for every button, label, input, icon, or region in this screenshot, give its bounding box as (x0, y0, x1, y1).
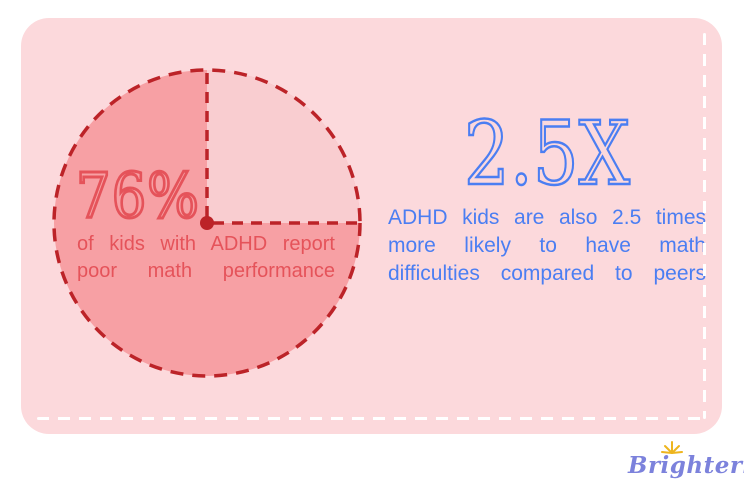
stat-76-description: of kids with ADHD report poor math perfo… (77, 233, 335, 282)
card: 76% of kids with ADHD report poor math p… (21, 18, 722, 434)
pie-center-dot (200, 216, 214, 230)
pie-chart (52, 68, 362, 378)
stat-25x-value: 2.5X (463, 102, 631, 205)
card-inner-dashed-line-bottom (37, 417, 705, 420)
card-inner-dashed-line-right (703, 33, 706, 419)
stat-25x-description: ADHD kids are also 2.5 times more likely… (388, 206, 706, 285)
brand-logo: Brighterly (628, 441, 744, 479)
brand-name: Brighterly (628, 452, 744, 479)
sun-icon (661, 441, 683, 454)
stat-76-value: 76% (75, 159, 201, 232)
pie-slice-minor (207, 70, 360, 223)
pie-dashed-ring (52, 68, 362, 378)
